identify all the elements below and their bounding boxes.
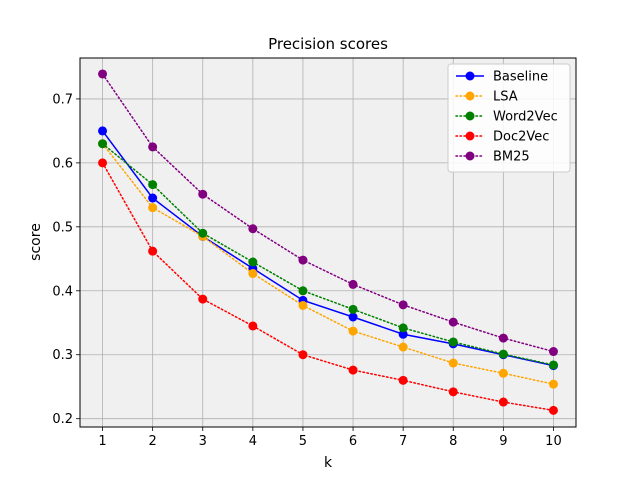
data-point-bm25 bbox=[548, 347, 558, 357]
x-axis-ticks: 1 2 3 4 5 6 7 8 9 10 bbox=[98, 427, 562, 449]
legend-item-baseline: Baseline bbox=[456, 70, 548, 85]
data-point-doc2vec bbox=[198, 294, 208, 304]
plot-frame bbox=[79, 57, 577, 428]
x-tick-label: 2 bbox=[149, 434, 157, 449]
data-point-doc2vec bbox=[398, 375, 408, 385]
data-point-doc2vec bbox=[98, 158, 108, 168]
data-point-lsa bbox=[448, 358, 458, 368]
data-point-baseline bbox=[348, 312, 358, 322]
data-point-doc2vec bbox=[548, 405, 558, 415]
y-axis-label: score bbox=[28, 223, 44, 261]
series-line-lsa bbox=[101, 142, 555, 385]
x-tick-label: 3 bbox=[199, 434, 207, 449]
data-point-word2vec bbox=[498, 349, 508, 359]
data-point-lsa bbox=[148, 203, 158, 213]
legend-swatch-marker bbox=[465, 111, 475, 121]
data-point-lsa bbox=[548, 379, 558, 389]
legend-label: Baseline bbox=[493, 70, 548, 85]
y-axis-ticks: 0.2 0.3 0.4 0.5 0.6 0.7 bbox=[52, 92, 80, 427]
data-point-doc2vec bbox=[298, 350, 308, 360]
series-line-doc2vec bbox=[101, 162, 555, 412]
y-tick-label: 0.7 bbox=[52, 92, 73, 107]
data-point-word2vec bbox=[398, 323, 408, 333]
legend-label: Word2Vec bbox=[493, 110, 558, 125]
data-point-word2vec bbox=[298, 286, 308, 296]
series-word2vec bbox=[98, 139, 558, 370]
x-tick-label: 1 bbox=[98, 434, 106, 449]
legend-item-bm25: BM25 bbox=[455, 150, 530, 165]
y-tick-label: 0.6 bbox=[52, 156, 73, 171]
legend-label: LSA bbox=[493, 90, 518, 105]
legend-item-doc2vec: Doc2Vec bbox=[455, 130, 549, 145]
y-tick-label: 0.5 bbox=[52, 220, 73, 235]
data-point-word2vec bbox=[198, 228, 208, 238]
legend-item-word2vec: Word2Vec bbox=[455, 110, 558, 125]
series-doc2vec bbox=[98, 158, 558, 415]
data-point-word2vec bbox=[248, 257, 258, 267]
data-point-word2vec bbox=[448, 337, 458, 347]
x-axis-label: k bbox=[324, 455, 333, 471]
y-tick-label: 0.3 bbox=[52, 348, 73, 363]
legend-item-lsa: LSA bbox=[455, 90, 518, 105]
data-point-doc2vec bbox=[348, 365, 358, 375]
data-point-bm25 bbox=[248, 224, 258, 234]
data-point-doc2vec bbox=[448, 387, 458, 397]
data-point-baseline bbox=[148, 193, 158, 203]
y-tick-label: 0.4 bbox=[52, 284, 73, 299]
legend-swatch-marker bbox=[465, 91, 475, 101]
data-point-doc2vec bbox=[148, 246, 158, 256]
legend-swatch-marker bbox=[465, 151, 475, 161]
x-tick-label: 10 bbox=[545, 434, 562, 449]
data-point-bm25 bbox=[398, 300, 408, 310]
series-line-bm25 bbox=[101, 73, 555, 353]
legend-swatch-marker bbox=[465, 131, 475, 141]
data-point-lsa bbox=[348, 326, 358, 336]
legend-box bbox=[447, 63, 571, 173]
data-point-lsa bbox=[298, 300, 308, 310]
data-point-bm25 bbox=[148, 142, 158, 152]
y-tick-label: 0.2 bbox=[52, 412, 73, 427]
data-point-lsa bbox=[498, 368, 508, 378]
data-point-bm25 bbox=[448, 317, 458, 327]
legend-label: Doc2Vec bbox=[493, 130, 549, 145]
data-point-doc2vec bbox=[248, 321, 258, 331]
x-tick-label: 5 bbox=[299, 434, 307, 449]
chart-title: Precision scores bbox=[268, 35, 388, 53]
data-point-lsa bbox=[398, 342, 408, 352]
series-bm25 bbox=[98, 69, 558, 357]
data-point-bm25 bbox=[98, 69, 108, 79]
series-line-word2vec bbox=[101, 142, 555, 366]
legend-swatch-marker bbox=[465, 71, 475, 81]
data-point-word2vec bbox=[348, 304, 358, 314]
data-point-word2vec bbox=[98, 139, 108, 149]
data-point-baseline bbox=[398, 329, 408, 339]
data-point-doc2vec bbox=[498, 397, 508, 407]
data-point-bm25 bbox=[348, 279, 358, 289]
series-group bbox=[98, 69, 558, 415]
data-point-lsa bbox=[248, 269, 258, 279]
x-tick-label: 8 bbox=[449, 434, 457, 449]
x-tick-label: 6 bbox=[349, 434, 357, 449]
data-point-word2vec bbox=[148, 180, 158, 190]
series-line-baseline bbox=[101, 130, 554, 367]
x-tick-label: 7 bbox=[399, 434, 407, 449]
legend: Baseline LSA Word2Vec Doc2Vec BM25 bbox=[447, 63, 571, 173]
data-point-bm25 bbox=[498, 333, 508, 343]
data-point-bm25 bbox=[298, 255, 308, 265]
data-point-baseline bbox=[98, 126, 108, 136]
data-point-word2vec bbox=[548, 360, 558, 370]
data-point-bm25 bbox=[198, 189, 208, 199]
legend-label: BM25 bbox=[493, 150, 530, 165]
x-tick-label: 4 bbox=[249, 434, 257, 449]
x-tick-label: 9 bbox=[499, 434, 507, 449]
